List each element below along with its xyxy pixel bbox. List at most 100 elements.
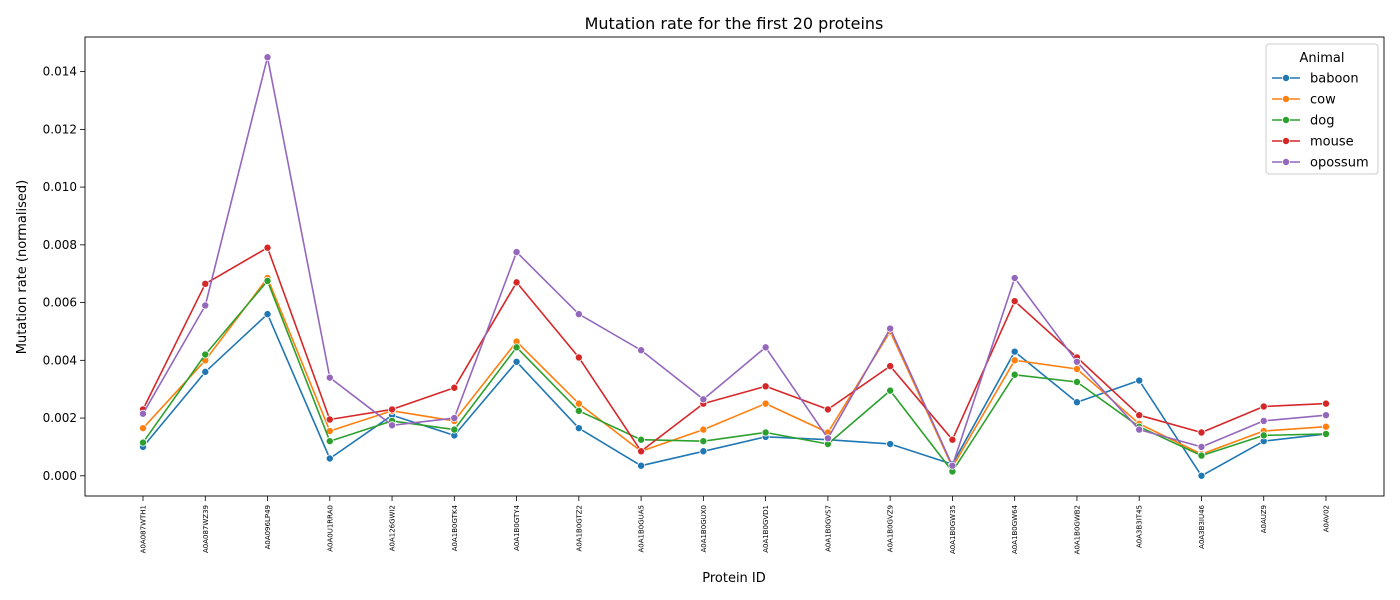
data-point-baboon bbox=[1010, 347, 1019, 356]
data-point-opossum bbox=[388, 421, 397, 430]
data-point-opossum bbox=[512, 248, 521, 257]
data-point-baboon bbox=[886, 440, 895, 449]
data-point-mouse bbox=[1135, 411, 1144, 420]
data-point-opossum bbox=[201, 301, 210, 310]
data-point-opossum bbox=[823, 434, 832, 443]
x-axis-label: Protein ID bbox=[702, 571, 766, 586]
data-point-opossum bbox=[263, 53, 272, 62]
y-tick-label: 0.006 bbox=[43, 296, 77, 310]
x-tick-label: A0A0U1RRA0 bbox=[326, 505, 334, 552]
legend-label-dog: dog bbox=[1310, 114, 1334, 129]
data-point-opossum bbox=[1197, 442, 1206, 451]
data-point-baboon bbox=[1135, 376, 1144, 385]
legend-label-cow: cow bbox=[1310, 93, 1336, 108]
x-tick-label: A0A1B0GTK4 bbox=[451, 504, 459, 551]
data-point-dog bbox=[450, 425, 459, 434]
data-point-dog bbox=[1197, 451, 1206, 460]
data-point-mouse bbox=[823, 405, 832, 414]
data-point-cow bbox=[138, 424, 147, 433]
data-point-baboon bbox=[1072, 398, 1081, 407]
x-tick-label: A0A1B0GW64 bbox=[1011, 504, 1019, 554]
legend-marker-baboon bbox=[1282, 74, 1291, 83]
data-point-opossum bbox=[138, 409, 147, 418]
data-point-baboon bbox=[263, 310, 272, 319]
data-point-opossum bbox=[637, 346, 646, 355]
data-point-mouse bbox=[201, 279, 210, 288]
data-point-opossum bbox=[699, 395, 708, 404]
data-point-mouse bbox=[574, 353, 583, 362]
data-point-dog bbox=[1259, 431, 1268, 440]
data-point-opossum bbox=[574, 310, 583, 319]
legend-marker-mouse bbox=[1282, 136, 1291, 145]
legend-marker-opossum bbox=[1282, 157, 1291, 166]
x-tick-label: A0A087WTH1 bbox=[140, 505, 148, 553]
y-tick-label: 0.014 bbox=[43, 65, 77, 79]
data-point-opossum bbox=[1322, 411, 1331, 420]
data-point-mouse bbox=[450, 383, 459, 392]
x-tick-label: A0A1B0GTZ2 bbox=[575, 505, 583, 551]
data-point-cow bbox=[1010, 356, 1019, 365]
data-point-baboon bbox=[325, 454, 334, 463]
data-point-dog bbox=[886, 386, 895, 395]
data-point-dog bbox=[761, 428, 770, 437]
x-tick-label: A0A3B3IU46 bbox=[1198, 504, 1206, 548]
data-point-opossum bbox=[1072, 357, 1081, 366]
data-point-opossum bbox=[1259, 416, 1268, 425]
x-tick-label: A0AUZ9 bbox=[1260, 505, 1268, 533]
data-point-cow bbox=[699, 425, 708, 434]
data-point-opossum bbox=[325, 373, 334, 382]
data-point-dog bbox=[138, 438, 147, 447]
data-point-baboon bbox=[512, 357, 521, 366]
legend-label-mouse: mouse bbox=[1310, 135, 1354, 150]
data-point-opossum bbox=[1010, 274, 1019, 283]
x-tick-label: A0A3B3IT45 bbox=[1136, 505, 1144, 548]
y-tick-label: 0.002 bbox=[43, 411, 77, 425]
x-tick-label: A0AV02 bbox=[1323, 505, 1331, 532]
series-line-cow bbox=[142, 277, 1327, 468]
data-point-mouse bbox=[948, 435, 957, 444]
data-point-mouse bbox=[1197, 428, 1206, 437]
data-point-dog bbox=[1010, 370, 1019, 379]
y-tick-label: 0.008 bbox=[43, 238, 77, 252]
data-point-mouse bbox=[886, 362, 895, 371]
data-point-opossum bbox=[761, 343, 770, 352]
data-point-cow bbox=[1322, 422, 1331, 431]
data-point-mouse bbox=[512, 278, 521, 287]
data-point-opossum bbox=[450, 414, 459, 423]
y-tick-label: 0.010 bbox=[43, 180, 77, 194]
x-tick-label: A0A087WZ39 bbox=[202, 505, 210, 553]
y-tick-label: 0.000 bbox=[43, 469, 77, 483]
data-point-dog bbox=[325, 437, 334, 446]
data-point-baboon bbox=[201, 367, 210, 376]
x-tick-label: A0A1B0GVZ9 bbox=[887, 505, 895, 552]
x-tick-label: A0A1B0GW35 bbox=[949, 505, 957, 554]
legend-marker-cow bbox=[1282, 95, 1291, 104]
data-point-dog bbox=[1072, 377, 1081, 386]
x-tick-label: A0A096LP49 bbox=[264, 505, 272, 549]
data-point-baboon bbox=[574, 424, 583, 433]
legend-label-baboon: baboon bbox=[1310, 72, 1359, 87]
plot-area: 0.000 0.002 0.004 0.006 0.008 0.010 0.012 0.014… bbox=[43, 36, 1385, 554]
data-point-opossum bbox=[886, 324, 895, 333]
data-point-baboon bbox=[637, 461, 646, 470]
x-tick-label: A0A1B0GVD1 bbox=[762, 505, 770, 553]
series-line-opossum bbox=[142, 56, 1327, 467]
chart-title: Mutation rate for the first 20 proteins bbox=[585, 14, 884, 33]
data-point-mouse bbox=[1010, 297, 1019, 306]
legend-marker-dog bbox=[1282, 116, 1291, 125]
data-point-opossum bbox=[948, 461, 957, 470]
data-point-cow bbox=[1072, 364, 1081, 373]
data-point-baboon bbox=[699, 447, 708, 456]
data-point-dog bbox=[1322, 429, 1331, 438]
data-point-dog bbox=[574, 406, 583, 415]
x-tick-label: A0A1B0GTY4 bbox=[513, 504, 521, 550]
data-point-baboon bbox=[1197, 471, 1206, 480]
x-tick-label: A0A1B0GUX0 bbox=[700, 505, 708, 553]
data-point-dog bbox=[637, 435, 646, 444]
data-point-mouse bbox=[388, 405, 397, 414]
y-tick-label: 0.004 bbox=[43, 353, 77, 367]
data-point-dog bbox=[201, 350, 210, 359]
data-point-mouse bbox=[637, 447, 646, 456]
data-point-dog bbox=[512, 343, 521, 352]
